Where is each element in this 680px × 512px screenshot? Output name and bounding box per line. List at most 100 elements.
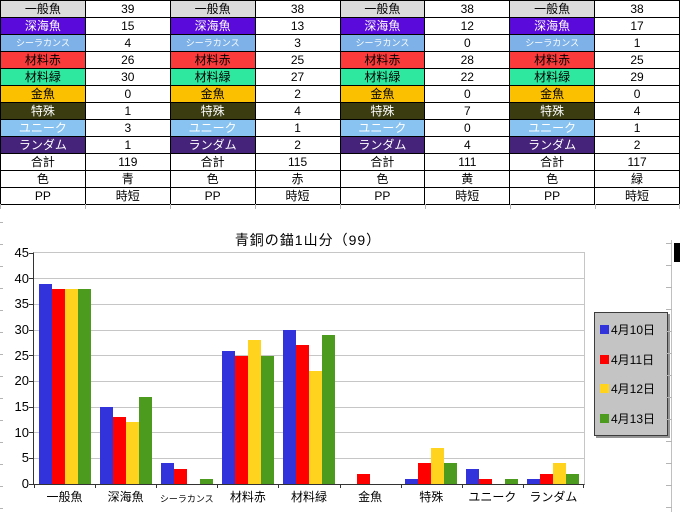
value-cell[interactable]: 緑 — [594, 170, 680, 188]
value-cell[interactable]: 時短 — [424, 187, 511, 205]
value-cell[interactable]: 25 — [254, 51, 341, 69]
row-label-cell[interactable]: 材料緑 — [509, 68, 596, 86]
value-cell[interactable]: 時短 — [594, 187, 680, 205]
row-label-cell[interactable]: 深海魚 — [169, 17, 256, 35]
value-cell[interactable]: 時短 — [254, 187, 341, 205]
row-label-cell[interactable]: 特殊 — [169, 102, 256, 120]
row-label-cell[interactable]: 合計 — [509, 153, 596, 171]
row-label-cell[interactable]: ランダム — [509, 136, 596, 154]
row-label-cell[interactable]: 特殊 — [339, 102, 426, 120]
value-cell[interactable]: 1 — [594, 34, 680, 52]
value-cell[interactable]: 26 — [84, 51, 171, 69]
value-cell[interactable]: 1 — [254, 119, 341, 137]
value-cell[interactable]: 赤 — [254, 170, 341, 188]
value-cell[interactable]: 1 — [84, 136, 171, 154]
row-label-cell[interactable]: 材料緑 — [339, 68, 426, 86]
chart-legend[interactable]: 4月10日 4月11日 4月12日 4月13日 — [594, 312, 668, 436]
value-cell[interactable]: 28 — [424, 51, 511, 69]
value-cell[interactable]: 黄 — [424, 170, 511, 188]
row-label-cell[interactable]: シーラカンス — [509, 34, 596, 52]
value-cell[interactable]: 1 — [84, 102, 171, 120]
row-label-cell[interactable]: シーラカンス — [0, 34, 86, 52]
value-cell[interactable]: 25 — [594, 51, 680, 69]
value-cell[interactable]: 2 — [254, 136, 341, 154]
value-cell[interactable]: 青 — [84, 170, 171, 188]
row-label-cell[interactable]: ランダム — [169, 136, 256, 154]
row-label-cell[interactable]: PP — [169, 187, 256, 205]
row-label-cell[interactable]: ユニーク — [169, 119, 256, 137]
row-label-cell[interactable]: ユニーク — [339, 119, 426, 137]
value-cell[interactable]: 4 — [84, 34, 171, 52]
value-cell[interactable]: 30 — [84, 68, 171, 86]
row-label-cell[interactable]: シーラカンス — [169, 34, 256, 52]
value-cell[interactable]: 0 — [594, 85, 680, 103]
row-label-cell[interactable]: 金魚 — [509, 85, 596, 103]
row-label-cell[interactable]: 深海魚 — [509, 17, 596, 35]
value-cell[interactable]: 111 — [424, 153, 511, 171]
row-label-cell[interactable]: 材料緑 — [0, 68, 86, 86]
embedded-chart[interactable]: 青銅の錨1山分（99） 0 5 10 15 20 25 30 35 40 45 一般魚 深海魚 シーラカ… — [5, 226, 672, 512]
value-cell[interactable]: 15 — [84, 17, 171, 35]
value-cell[interactable]: 119 — [84, 153, 171, 171]
value-cell[interactable]: 0 — [424, 85, 511, 103]
row-label-cell[interactable]: 材料赤 — [509, 51, 596, 69]
value-cell[interactable]: 38 — [254, 0, 341, 18]
row-label-cell[interactable]: PP — [509, 187, 596, 205]
value-cell[interactable]: 時短 — [84, 187, 171, 205]
row-label-cell[interactable]: 一般魚 — [339, 0, 426, 18]
row-label-cell[interactable]: 特殊 — [509, 102, 596, 120]
bar-4月13日 — [199, 478, 213, 484]
row-label-cell[interactable]: ユニーク — [0, 119, 86, 137]
row-label-cell[interactable]: ユニーク — [509, 119, 596, 137]
row-label-cell[interactable]: 合計 — [169, 153, 256, 171]
value-cell[interactable]: 38 — [424, 0, 511, 18]
row-label-cell[interactable]: 一般魚 — [509, 0, 596, 18]
row-label-cell[interactable]: 深海魚 — [0, 17, 86, 35]
value-cell[interactable]: 1 — [594, 119, 680, 137]
row-label-cell[interactable]: シーラカンス — [339, 34, 426, 52]
value-cell[interactable]: 38 — [594, 0, 680, 18]
row-label-cell[interactable]: 一般魚 — [169, 0, 256, 18]
value-cell[interactable]: 117 — [594, 153, 680, 171]
value-cell[interactable]: 7 — [424, 102, 511, 120]
row-label-cell[interactable]: 合計 — [339, 153, 426, 171]
row-label-cell[interactable]: PP — [0, 187, 86, 205]
value-cell[interactable]: 3 — [84, 119, 171, 137]
row-label-cell[interactable]: 色 — [339, 170, 426, 188]
value-cell[interactable]: 39 — [84, 0, 171, 18]
value-cell[interactable]: 29 — [594, 68, 680, 86]
value-cell[interactable]: 0 — [424, 119, 511, 137]
value-cell[interactable]: 0 — [84, 85, 171, 103]
row-label-cell[interactable]: 合計 — [0, 153, 86, 171]
value-cell[interactable]: 27 — [254, 68, 341, 86]
value-cell[interactable]: 4 — [254, 102, 341, 120]
row-label-cell[interactable]: 材料赤 — [0, 51, 86, 69]
row-label-cell[interactable]: 一般魚 — [0, 0, 86, 18]
value-cell[interactable]: 0 — [424, 34, 511, 52]
value-cell[interactable]: 13 — [254, 17, 341, 35]
row-label-cell[interactable]: 金魚 — [339, 85, 426, 103]
row-label-cell[interactable]: 色 — [509, 170, 596, 188]
row-label-cell[interactable]: 色 — [0, 170, 86, 188]
value-cell[interactable]: 4 — [594, 102, 680, 120]
value-cell[interactable]: 12 — [424, 17, 511, 35]
row-label-cell[interactable]: ランダム — [339, 136, 426, 154]
value-cell[interactable]: 2 — [254, 85, 341, 103]
row-label-cell[interactable]: 金魚 — [169, 85, 256, 103]
row-label-cell[interactable]: 深海魚 — [339, 17, 426, 35]
row-label-cell[interactable]: 金魚 — [0, 85, 86, 103]
value-cell[interactable]: 2 — [594, 136, 680, 154]
value-cell[interactable]: 4 — [424, 136, 511, 154]
value-cell[interactable]: 115 — [254, 153, 341, 171]
row-label-cell[interactable]: PP — [339, 187, 426, 205]
column-gridline-stub — [595, 204, 596, 209]
row-label-cell[interactable]: 特殊 — [0, 102, 86, 120]
row-label-cell[interactable]: ランダム — [0, 136, 86, 154]
value-cell[interactable]: 17 — [594, 17, 680, 35]
row-label-cell[interactable]: 材料赤 — [169, 51, 256, 69]
row-label-cell[interactable]: 色 — [169, 170, 256, 188]
value-cell[interactable]: 3 — [254, 34, 341, 52]
row-label-cell[interactable]: 材料赤 — [339, 51, 426, 69]
value-cell[interactable]: 22 — [424, 68, 511, 86]
row-label-cell[interactable]: 材料緑 — [169, 68, 256, 86]
